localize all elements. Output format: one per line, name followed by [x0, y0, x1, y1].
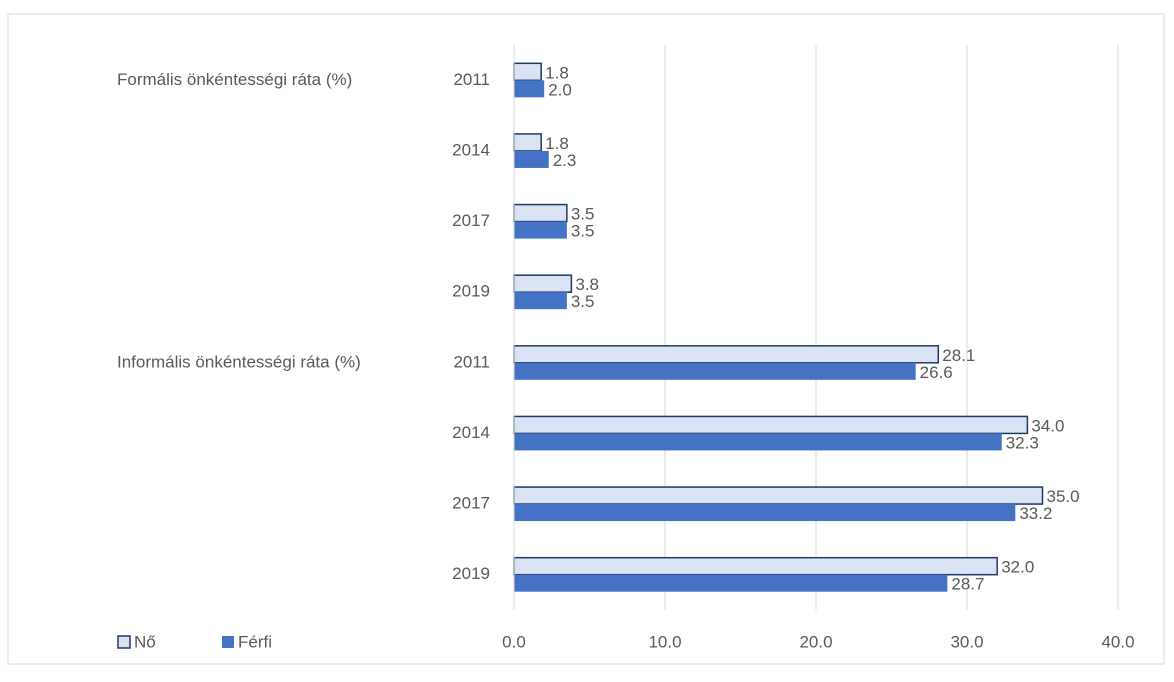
bar — [514, 504, 1016, 522]
bar — [514, 433, 1002, 451]
data-label: 1.8 — [545, 63, 569, 82]
x-tick-label: 0.0 — [502, 632, 526, 651]
bar — [513, 62, 542, 82]
y-tick-label: 2017 — [452, 211, 490, 230]
legend-swatch — [117, 635, 131, 649]
bar — [513, 345, 940, 364]
y-tick-label: 2019 — [452, 282, 490, 301]
data-label: 32.3 — [1006, 433, 1039, 452]
x-tick-label: 20.0 — [799, 632, 832, 651]
bar — [514, 574, 948, 592]
bar — [514, 150, 549, 168]
y-tick-label: 2019 — [452, 564, 490, 583]
chart-border — [7, 13, 1165, 665]
x-tick-label: 10.0 — [648, 632, 681, 651]
bar — [513, 556, 998, 576]
bar — [513, 274, 573, 293]
bar — [514, 80, 545, 98]
bar — [513, 203, 568, 223]
bar — [514, 221, 567, 239]
data-label: 26.6 — [920, 363, 953, 382]
bar — [513, 133, 542, 152]
legend-label: Nő — [134, 632, 156, 651]
data-label: 3.5 — [571, 222, 595, 241]
data-label: 35.0 — [1047, 487, 1080, 506]
bar — [514, 292, 567, 310]
data-label: 32.0 — [1001, 558, 1034, 577]
data-label: 28.1 — [942, 346, 975, 365]
y-tick-label: 2014 — [452, 423, 490, 442]
data-label: 28.7 — [951, 575, 984, 594]
bar — [513, 486, 1044, 505]
data-label: 33.2 — [1019, 504, 1052, 523]
data-label: 1.8 — [545, 134, 569, 153]
group-label: Formális önkéntességi ráta (%) — [117, 70, 352, 89]
data-label: 3.5 — [571, 292, 595, 311]
y-tick-label: 2011 — [453, 70, 490, 89]
data-label: 34.0 — [1031, 416, 1064, 435]
legend-swatch — [222, 636, 234, 648]
y-tick-label: 2011 — [453, 352, 490, 371]
x-tick-label: 40.0 — [1101, 632, 1134, 651]
x-tick-label: 30.0 — [950, 632, 983, 651]
data-label: 2.0 — [548, 80, 572, 99]
y-tick-label: 2017 — [452, 494, 490, 513]
bar — [514, 362, 916, 380]
data-label: 3.5 — [571, 205, 595, 224]
y-tick-label: 2014 — [452, 140, 490, 159]
bar — [513, 415, 1029, 435]
data-label: 2.3 — [553, 151, 577, 170]
group-label: Informális önkéntességi ráta (%) — [117, 352, 361, 371]
legend-label: Férfi — [238, 632, 272, 651]
data-label: 3.8 — [575, 275, 599, 294]
